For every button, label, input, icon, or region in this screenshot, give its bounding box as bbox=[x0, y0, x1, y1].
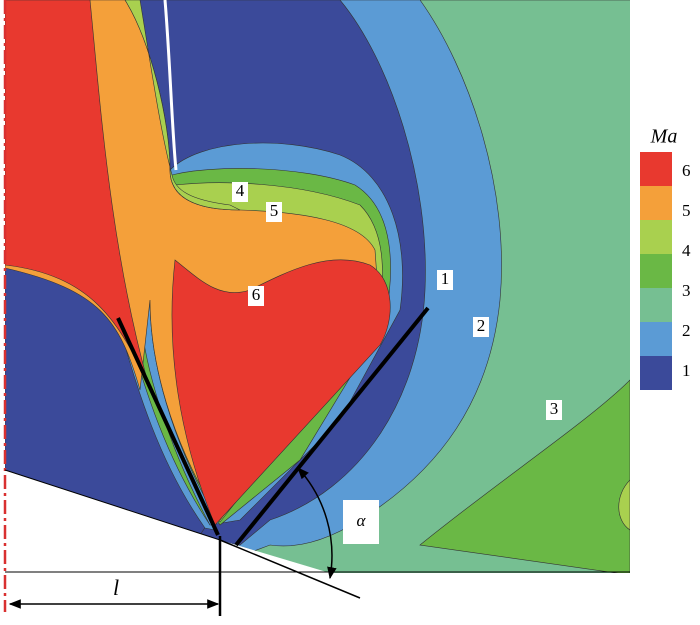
legend-label: 1 bbox=[682, 361, 691, 380]
contour-label-box bbox=[266, 202, 282, 222]
contour-label-box bbox=[473, 317, 489, 337]
region-mach-3-4 bbox=[419, 379, 630, 573]
contour-label: 4 bbox=[236, 181, 245, 200]
legend: Ma 6 5 4 3 2 1 bbox=[640, 126, 691, 390]
legend-label: 3 bbox=[682, 281, 691, 300]
legend-swatch bbox=[640, 220, 672, 254]
contour-label: 3 bbox=[550, 399, 559, 418]
legend-label: 6 bbox=[682, 161, 691, 180]
legend-title: Ma bbox=[650, 126, 678, 148]
legend-swatch bbox=[640, 288, 672, 322]
shock-line-2 bbox=[234, 306, 430, 547]
contour-field bbox=[5, 0, 630, 573]
contour-label-box bbox=[232, 182, 248, 202]
contour-label-box bbox=[546, 400, 562, 420]
contour-label: 5 bbox=[270, 201, 279, 220]
legend-swatch bbox=[640, 322, 672, 356]
legend-label: 4 bbox=[682, 241, 691, 260]
legend-swatch bbox=[640, 254, 672, 288]
region-mach-4-5 bbox=[618, 479, 630, 531]
legend-swatch bbox=[640, 356, 672, 390]
contour-label-box bbox=[437, 270, 453, 290]
region-upper-shear bbox=[124, 0, 241, 211]
legend-swatch bbox=[640, 186, 672, 220]
region-mach-6-left bbox=[5, 0, 151, 391]
angle-arc bbox=[297, 467, 337, 580]
legend-label: 5 bbox=[682, 201, 691, 220]
angle-label: α bbox=[357, 511, 367, 530]
contour-label: 2 bbox=[477, 316, 486, 335]
legend-label: 2 bbox=[682, 321, 691, 340]
region-mach-6-core bbox=[171, 259, 391, 526]
length-label: l bbox=[113, 575, 119, 600]
body-extension bbox=[219, 539, 361, 599]
shock-line-1 bbox=[116, 317, 220, 536]
angle-label-box bbox=[343, 500, 379, 544]
contour-label: 1 bbox=[441, 269, 450, 288]
body-surface bbox=[4, 469, 221, 541]
contour-labels: 4 5 6 1 2 3 bbox=[232, 181, 562, 420]
contour-label: 6 bbox=[252, 285, 261, 304]
legend-swatch bbox=[640, 152, 672, 186]
contour-label-box bbox=[248, 286, 264, 306]
slip-line bbox=[163, 0, 178, 171]
